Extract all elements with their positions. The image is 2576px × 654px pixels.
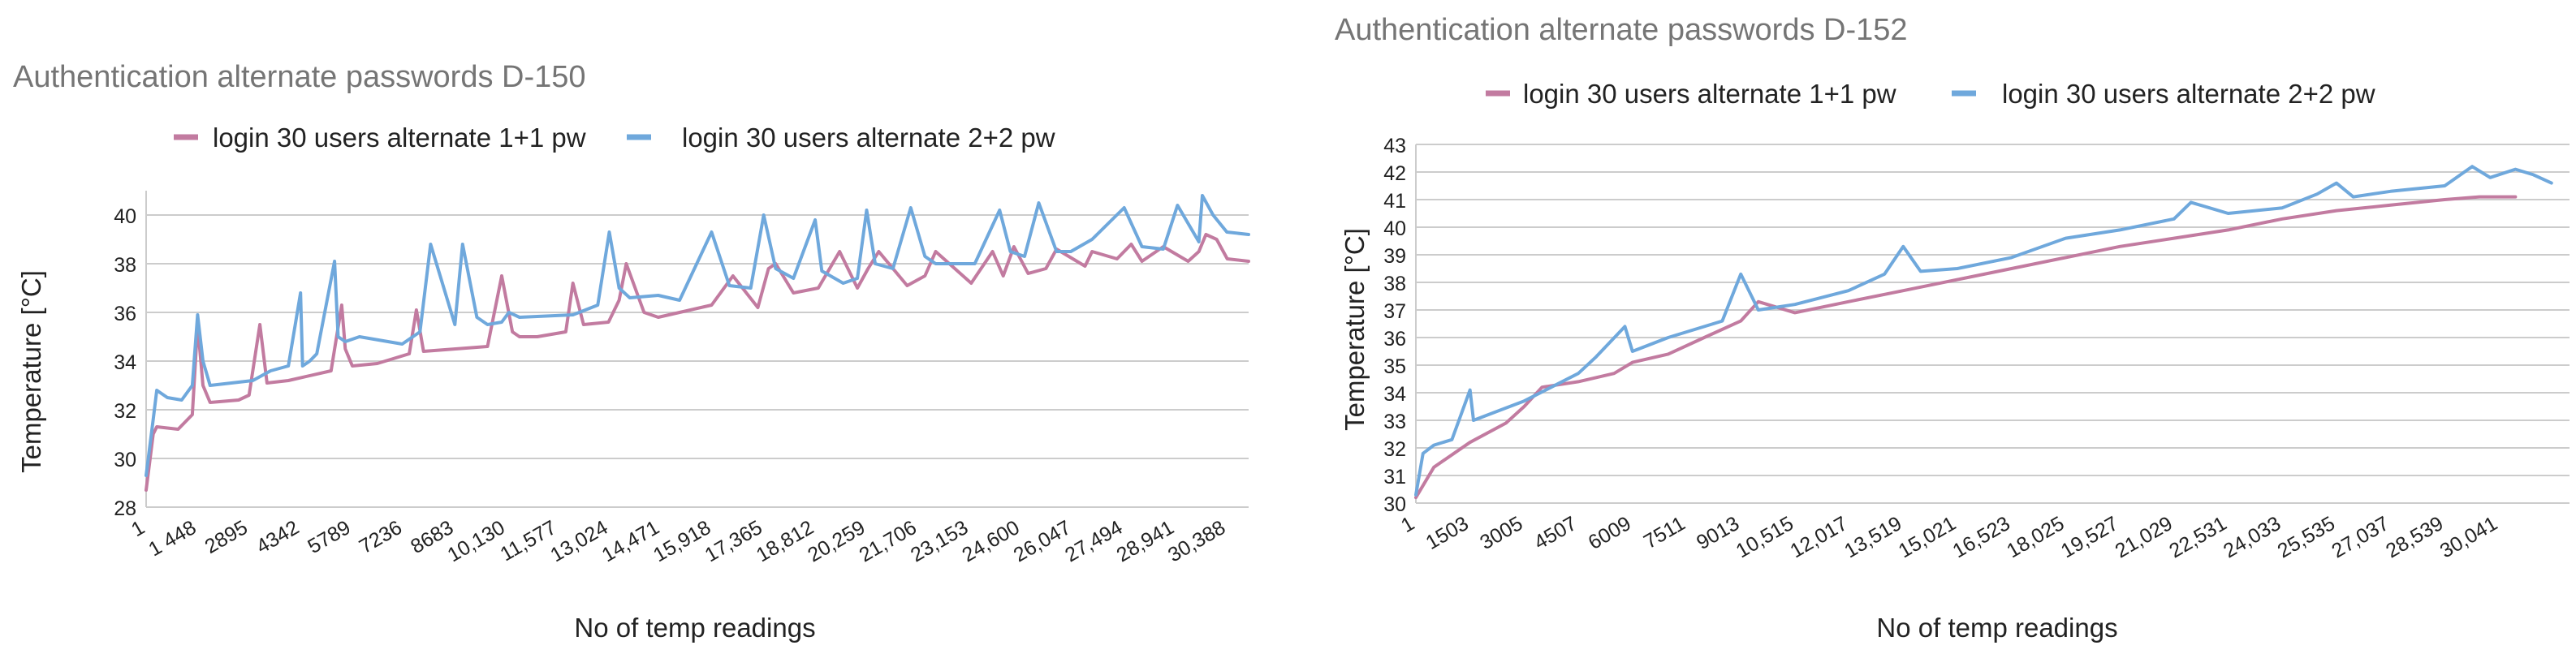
- x-tick-label: 28,941: [1113, 516, 1178, 566]
- y-tick-label: 42: [1383, 162, 1406, 185]
- y-axis-label: Temperature [°C]: [1340, 228, 1370, 431]
- y-tick-label: 39: [1383, 245, 1406, 268]
- x-tick-label: 2895: [201, 516, 252, 558]
- x-tick-label: 18,025: [2003, 512, 2068, 562]
- legend-label-series-2: login 30 users alternate 2+2 pw: [2002, 79, 2375, 109]
- x-axis-label: No of temp readings: [1876, 613, 2117, 643]
- y-tick-label: 34: [1383, 383, 1406, 406]
- x-tick-label: 5789: [304, 516, 354, 558]
- legend-label-series-1: login 30 users alternate 1+1 pw: [1523, 79, 1896, 109]
- legend-label-series-1: login 30 users alternate 1+1 pw: [213, 123, 586, 153]
- x-tick-label: 1: [127, 516, 149, 541]
- y-tick-label: 35: [1383, 355, 1406, 378]
- y-tick-label: 41: [1383, 190, 1406, 213]
- y-tick-label: 32: [114, 400, 136, 423]
- y-tick-label: 38: [1383, 273, 1406, 295]
- x-tick-label: 21,029: [2112, 512, 2177, 562]
- x-tick-label: 22,531: [2165, 512, 2230, 562]
- series-lines: [1414, 165, 2553, 500]
- x-tick-label: 15,918: [649, 516, 714, 566]
- series-line-2: [145, 194, 1250, 477]
- gridlines: [145, 191, 1249, 508]
- y-tick-labels: 30 31 32 33 34 35 36 37 38 39 40 41 42 43: [1383, 135, 1406, 516]
- x-tick-label: 10,515: [1732, 512, 1797, 562]
- x-tick-label: 13,519: [1840, 512, 1905, 562]
- x-tick-label: 1 448: [145, 516, 200, 561]
- x-tick-labels: 1 1503 3005 4507 6009 7511 901310,51512,01713,…: [1397, 512, 2501, 562]
- x-tick-label: 28,539: [2382, 512, 2447, 562]
- x-tick-label: 7511: [1640, 512, 1689, 553]
- y-tick-label: 31: [1383, 466, 1406, 488]
- x-tick-label: 15,021: [1895, 512, 1960, 562]
- legend-label-series-2: login 30 users alternate 2+2 pw: [682, 123, 1055, 153]
- x-axis-label: No of temp readings: [574, 613, 815, 643]
- y-tick-label: 38: [114, 254, 136, 277]
- x-tick-label: 4507: [1530, 512, 1581, 554]
- x-tick-label: 24,033: [2220, 512, 2285, 562]
- x-tick-label: 27,037: [2328, 512, 2393, 562]
- x-tick-label: 4342: [252, 516, 303, 558]
- x-tick-label: 23,153: [907, 516, 972, 566]
- x-tick-label: 30,041: [2436, 512, 2501, 562]
- series-line-1: [145, 233, 1250, 492]
- x-tick-label: 30,388: [1164, 516, 1229, 566]
- x-tick-label: 16,523: [1948, 512, 2013, 562]
- x-tick-labels: 11 448 2895 4342 5789 7236 868310,13011,57713…: [127, 516, 1229, 567]
- series-line-1: [1414, 195, 2518, 500]
- x-tick-label: 27,494: [1061, 516, 1126, 567]
- x-tick-label: 20,259: [804, 516, 869, 566]
- x-tick-label: 1503: [1422, 512, 1473, 554]
- chart-title: Authentication alternate passwords D-150: [13, 60, 586, 94]
- x-tick-label: 19,527: [2057, 512, 2122, 562]
- legend: login 30 users alternate 1+1 pw login 30…: [1486, 79, 2375, 109]
- x-tick-label: 12,017: [1786, 512, 1851, 562]
- chart-title: Authentication alternate passwords D-152: [1335, 13, 1908, 47]
- x-tick-label: 14,471: [598, 516, 663, 566]
- series-lines: [145, 194, 1250, 492]
- y-tick-label: 32: [1383, 438, 1406, 461]
- y-tick-label: 40: [1383, 217, 1406, 240]
- x-tick-label: 21,706: [856, 516, 921, 566]
- x-tick-label: 6009: [1585, 512, 1635, 554]
- y-axis-label: Temperature [°C]: [16, 270, 46, 473]
- y-tick-label: 34: [114, 351, 136, 374]
- x-tick-label: 7236: [356, 516, 406, 558]
- gridlines: [1415, 144, 2570, 504]
- y-tick-label: 36: [1383, 328, 1406, 351]
- x-tick-label: 24,600: [958, 516, 1023, 566]
- y-tick-label: 30: [1383, 493, 1406, 516]
- y-tick-label: 28: [114, 497, 136, 520]
- chart-d152: Authentication alternate passwords D-152…: [1335, 13, 2570, 643]
- x-tick-label: 13,024: [546, 516, 611, 567]
- y-tick-label: 40: [114, 205, 136, 228]
- x-tick-label: 3005: [1476, 512, 1526, 554]
- x-tick-label: 25,535: [2274, 512, 2339, 562]
- y-tick-label: 33: [1383, 411, 1406, 433]
- x-tick-label: 18,812: [753, 516, 818, 566]
- y-tick-label: 30: [114, 449, 136, 471]
- x-tick-label: 1: [1397, 512, 1418, 537]
- x-tick-label: 17,365: [701, 516, 766, 566]
- legend: login 30 users alternate 1+1 pw login 30…: [174, 123, 1055, 153]
- x-tick-label: 26,047: [1010, 516, 1075, 566]
- chart-d150: Authentication alternate passwords D-150…: [13, 60, 1250, 643]
- y-tick-label: 37: [1383, 300, 1406, 323]
- series-line-2: [1414, 165, 2553, 497]
- x-tick-label: 11,577: [497, 516, 561, 566]
- y-tick-label: 36: [114, 303, 136, 325]
- x-tick-label: 10,130: [444, 516, 509, 566]
- y-tick-labels: 28 30 32 34 36 38 40: [114, 205, 136, 520]
- y-tick-label: 43: [1383, 135, 1406, 157]
